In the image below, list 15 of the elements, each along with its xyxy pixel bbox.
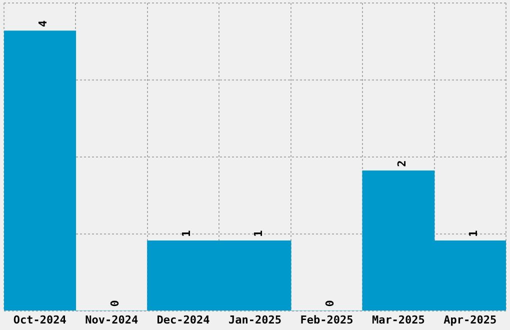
x-tick-label: Dec-2024 — [156, 313, 210, 326]
x-tick-label: Mar-2025 — [372, 313, 425, 326]
data-label: 0 — [108, 300, 122, 307]
x-tick-label: Oct-2024 — [13, 313, 67, 326]
x-tick-label: Jan-2025 — [228, 313, 282, 326]
bar — [4, 30, 76, 311]
x-tick-label: Nov-2024 — [85, 313, 138, 326]
x-tick-label: Feb-2025 — [300, 313, 354, 326]
x-tick-label: Apr-2025 — [444, 313, 497, 326]
data-label: 1 — [252, 230, 265, 237]
data-label: 1 — [180, 230, 194, 237]
data-label: 4 — [36, 20, 50, 27]
data-label: 0 — [324, 300, 337, 307]
data-label: 1 — [467, 230, 480, 237]
data-label: 2 — [395, 160, 408, 167]
